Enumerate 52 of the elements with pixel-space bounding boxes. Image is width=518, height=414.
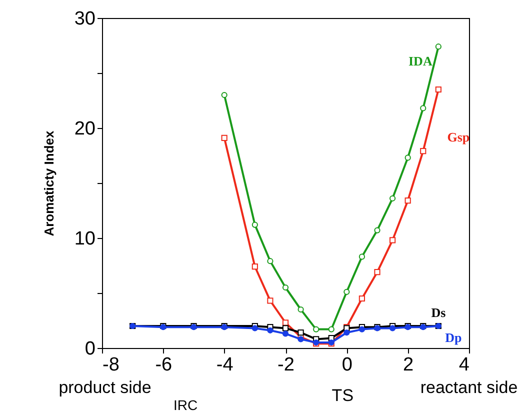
point <box>358 254 366 260</box>
series-label: Gsp <box>447 130 470 144</box>
series-label: Ds <box>431 305 446 320</box>
point <box>221 134 228 141</box>
y-axis-title: Aromaticty Index <box>41 130 56 236</box>
x-tick-label: 0 <box>342 354 352 376</box>
text: reactant side <box>420 378 518 397</box>
y-tick-label: 0 <box>84 338 96 360</box>
x-tick-label: 4 <box>458 354 470 376</box>
text: product side <box>58 378 152 397</box>
y-tick-label: 20 <box>74 118 96 140</box>
point <box>298 306 304 313</box>
point <box>374 227 380 234</box>
point <box>267 327 274 334</box>
point <box>313 326 320 332</box>
point <box>282 330 289 337</box>
x-tick-label: -8 <box>102 354 120 376</box>
x-tick-label: 2 <box>403 354 414 376</box>
x-axis-title: IRC <box>173 397 198 413</box>
point <box>358 295 366 302</box>
series-label: IDA <box>408 54 433 69</box>
point <box>252 264 258 270</box>
x-tick-label: -4 <box>216 354 234 376</box>
text: TS <box>332 386 354 405</box>
point <box>420 105 426 112</box>
point <box>221 92 228 98</box>
point <box>374 269 380 276</box>
point <box>389 195 396 202</box>
point <box>435 44 442 50</box>
point <box>267 298 274 304</box>
point <box>420 148 426 154</box>
point <box>389 325 396 332</box>
point <box>404 154 411 161</box>
point <box>252 222 258 228</box>
series-label: Dp <box>445 330 462 345</box>
point <box>389 237 396 244</box>
point <box>282 320 289 326</box>
x-tick-label: -2 <box>278 354 294 376</box>
y-tick-label: 30 <box>74 8 96 30</box>
point <box>252 325 258 332</box>
point <box>282 284 289 291</box>
point <box>328 326 334 332</box>
point <box>267 258 274 264</box>
point <box>344 330 350 336</box>
point <box>344 288 350 295</box>
y-tick-label: 10 <box>74 228 96 250</box>
point <box>435 86 442 93</box>
point <box>282 325 289 332</box>
point <box>298 336 304 342</box>
x-tick-label: -6 <box>155 354 172 376</box>
point <box>298 330 304 336</box>
point <box>404 198 411 204</box>
